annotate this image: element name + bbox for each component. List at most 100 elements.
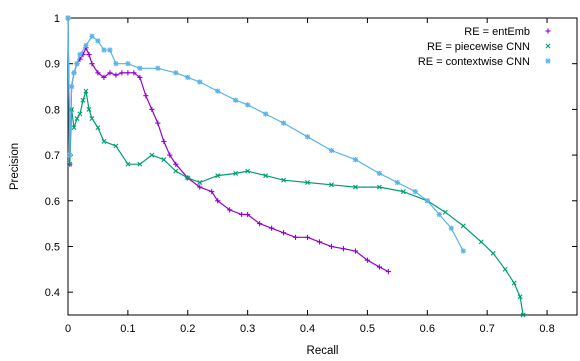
series-layer bbox=[65, 15, 526, 318]
data-point bbox=[329, 182, 334, 188]
data-point bbox=[74, 116, 80, 121]
data-point bbox=[352, 248, 359, 254]
data-point bbox=[239, 211, 245, 218]
data-point bbox=[107, 70, 113, 76]
data-point bbox=[113, 72, 119, 78]
y-tick-label: 0.7 bbox=[45, 150, 60, 162]
legend-marker bbox=[545, 58, 551, 64]
x-tick-label: 0 bbox=[65, 323, 71, 335]
data-point bbox=[245, 102, 251, 108]
data-point bbox=[83, 88, 89, 94]
data-point bbox=[442, 209, 448, 215]
data-point bbox=[95, 38, 101, 44]
data-point bbox=[257, 221, 263, 227]
data-point bbox=[74, 61, 80, 67]
data-point bbox=[155, 120, 161, 126]
data-point bbox=[155, 65, 161, 71]
y-tick-label: 0.5 bbox=[45, 241, 60, 253]
data-point bbox=[95, 70, 101, 76]
data-point bbox=[490, 250, 496, 256]
data-point bbox=[227, 207, 233, 213]
data-point bbox=[376, 184, 382, 190]
data-point bbox=[137, 65, 143, 71]
data-point bbox=[328, 243, 335, 250]
data-point bbox=[86, 106, 92, 112]
data-point bbox=[167, 152, 173, 158]
data-point bbox=[209, 189, 215, 195]
data-point bbox=[101, 74, 107, 80]
legend-label: RE = contextwise CNN bbox=[418, 56, 530, 68]
data-point bbox=[95, 125, 101, 131]
data-point bbox=[89, 61, 95, 67]
data-point bbox=[233, 170, 239, 176]
data-point bbox=[137, 161, 143, 167]
data-point bbox=[304, 234, 311, 240]
data-point bbox=[89, 116, 95, 121]
data-point bbox=[436, 211, 442, 218]
x-tick-label: 0.8 bbox=[539, 323, 554, 335]
y-tick-label: 1 bbox=[54, 13, 60, 25]
data-point bbox=[173, 70, 179, 76]
data-point bbox=[517, 294, 523, 300]
data-point bbox=[197, 79, 203, 85]
axis-ticks: 0 0.1 0.2 0.3 0.4 0.5 0.6 0.7 0.8 0.4 0.5 0.6 0.7 0.8… bbox=[45, 13, 577, 335]
x-tick-label: 0.3 bbox=[240, 323, 255, 335]
data-point bbox=[119, 70, 125, 76]
data-point bbox=[400, 189, 406, 195]
data-point bbox=[173, 161, 179, 167]
data-point bbox=[77, 111, 83, 117]
data-point bbox=[67, 152, 73, 158]
data-point bbox=[197, 180, 203, 185]
data-point bbox=[412, 189, 418, 195]
data-point bbox=[86, 51, 92, 58]
data-point bbox=[215, 88, 221, 94]
data-point bbox=[149, 106, 155, 112]
legend-marker bbox=[545, 28, 551, 34]
data-point bbox=[125, 161, 131, 167]
data-point bbox=[385, 268, 391, 275]
data-point bbox=[292, 234, 299, 240]
data-point bbox=[460, 248, 466, 254]
x-tick-label: 0.6 bbox=[420, 323, 435, 335]
data-point bbox=[364, 257, 371, 263]
data-point bbox=[394, 179, 400, 186]
data-point bbox=[161, 138, 167, 144]
x-tick-label: 0.2 bbox=[180, 323, 195, 335]
data-point bbox=[245, 211, 251, 218]
x-axis-label: Recall bbox=[307, 345, 339, 357]
data-point bbox=[281, 177, 287, 183]
data-point bbox=[71, 125, 77, 131]
data-point bbox=[304, 134, 311, 140]
data-point bbox=[185, 175, 191, 181]
data-point bbox=[185, 74, 191, 80]
data-point bbox=[269, 225, 275, 231]
data-point bbox=[376, 170, 382, 176]
data-point bbox=[328, 147, 335, 154]
legend: RE = entEmb RE = piecewise CNN RE = contex… bbox=[418, 26, 551, 68]
data-point bbox=[71, 70, 77, 76]
data-point bbox=[197, 184, 203, 190]
data-point bbox=[511, 280, 517, 286]
series-2 bbox=[65, 15, 526, 318]
data-point bbox=[460, 223, 466, 229]
data-point bbox=[280, 120, 287, 126]
series-line bbox=[67, 17, 389, 273]
data-point bbox=[245, 168, 251, 174]
data-point bbox=[143, 93, 149, 99]
legend-marker bbox=[545, 43, 551, 49]
data-point bbox=[68, 83, 75, 90]
data-point bbox=[107, 47, 113, 53]
series-3 bbox=[65, 15, 466, 254]
data-point bbox=[233, 97, 239, 103]
series-line bbox=[67, 17, 464, 252]
data-point bbox=[125, 70, 131, 76]
data-point bbox=[77, 51, 83, 58]
data-point bbox=[125, 61, 131, 67]
y-tick-label: 0.9 bbox=[45, 59, 60, 71]
data-point bbox=[173, 168, 179, 174]
data-point bbox=[83, 42, 89, 49]
data-point bbox=[161, 157, 167, 163]
data-point bbox=[352, 157, 359, 163]
data-point bbox=[80, 97, 86, 103]
y-tick-label: 0.4 bbox=[45, 287, 60, 299]
